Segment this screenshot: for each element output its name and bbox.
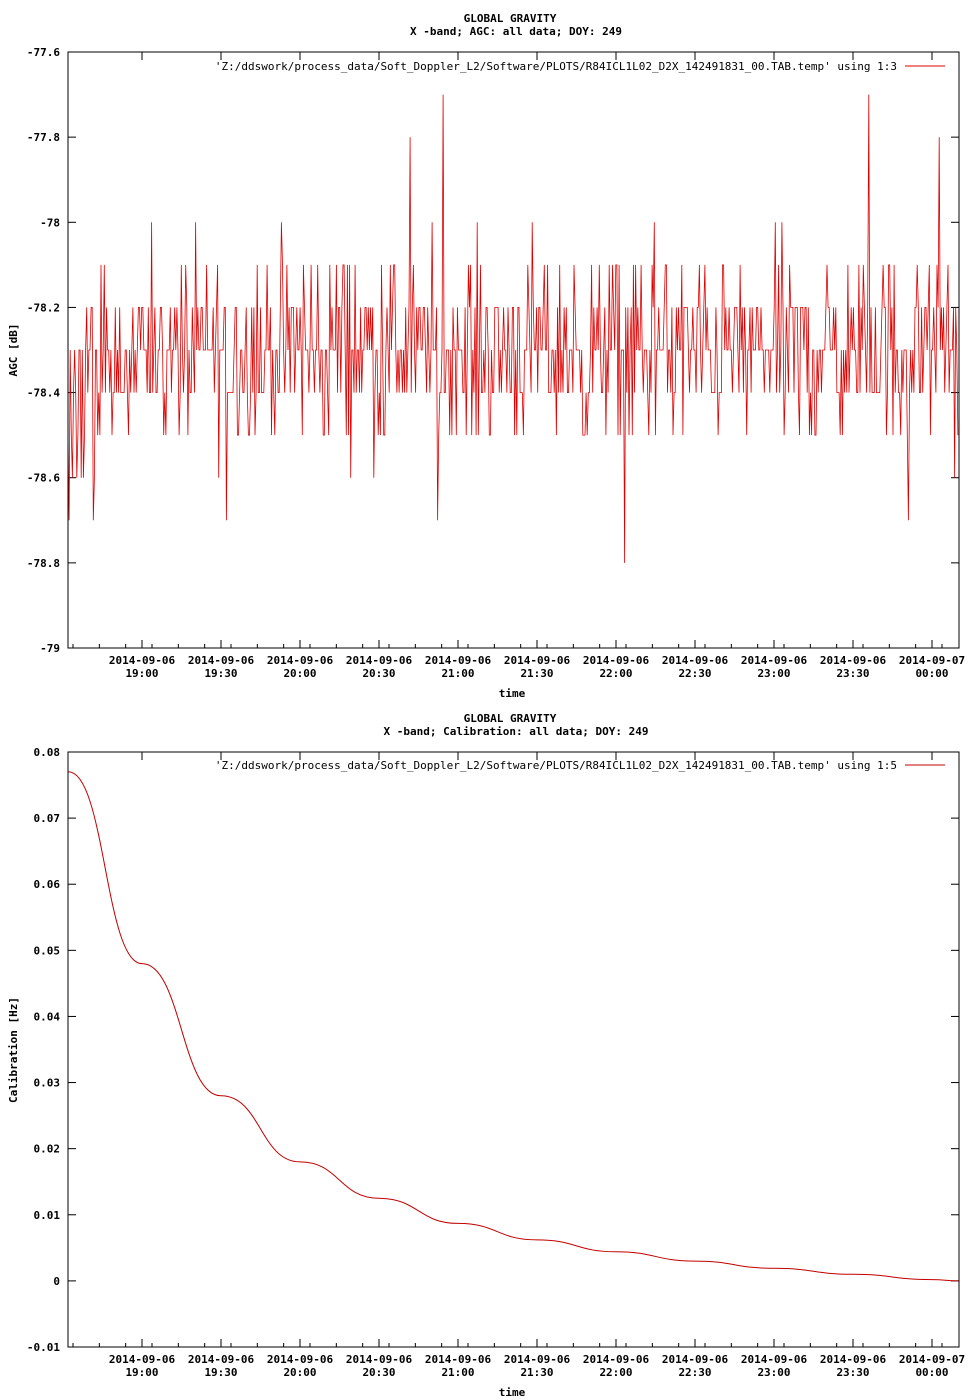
agc-x-tick-time: 23:30	[836, 667, 869, 680]
calibration-y-tick-label: 0.02	[34, 1143, 61, 1156]
calibration-x-tick-time: 23:00	[757, 1366, 790, 1379]
agc-y-axis-label: AGC [dB]	[7, 324, 20, 377]
calibration-x-tick-date: 2014-09-06	[504, 1353, 571, 1366]
calibration-x-tick-date: 2014-09-06	[346, 1353, 413, 1366]
calibration-chart-title: GLOBAL GRAVITY	[464, 712, 557, 725]
agc-x-tick-date: 2014-09-06	[346, 654, 413, 667]
agc-x-tick-time: 00:00	[915, 667, 948, 680]
agc-series-line	[67, 94, 959, 563]
agc-x-tick-date: 2014-09-06	[820, 654, 887, 667]
calibration-chart: GLOBAL GRAVITY X -band; Calibration: all…	[7, 712, 965, 1399]
agc-y-tick-label: -77.6	[27, 46, 60, 59]
calibration-x-tick-date: 2014-09-06	[425, 1353, 492, 1366]
calibration-x-tick-date: 2014-09-06	[188, 1353, 255, 1366]
calibration-x-tick-date: 2014-09-06	[109, 1353, 176, 1366]
calibration-plot-frame	[67, 751, 960, 1348]
agc-x-tick-date: 2014-09-06	[741, 654, 808, 667]
calibration-x-tick-time: 20:00	[283, 1366, 316, 1379]
calibration-y-tick-label: 0.08	[34, 746, 61, 759]
agc-y-tick-label: -78.6	[27, 472, 60, 485]
agc-x-tick-time: 22:00	[599, 667, 632, 680]
agc-chart-title: GLOBAL GRAVITY	[464, 12, 557, 25]
calibration-y-tick-label: -0.01	[27, 1341, 60, 1354]
agc-x-tick-time: 23:00	[757, 667, 790, 680]
agc-legend-label: 'Z:/ddswork/process_data/Soft_Doppler_L2…	[215, 60, 897, 73]
calibration-x-tick-time: 21:30	[520, 1366, 553, 1379]
agc-x-tick-date: 2014-09-06	[267, 654, 334, 667]
agc-x-tick-time: 19:00	[125, 667, 158, 680]
agc-y-tick-label: -78.4	[27, 387, 60, 400]
calibration-y-tick-label: 0.06	[34, 878, 61, 891]
agc-chart: GLOBAL GRAVITY X -band; AGC: all data; D…	[7, 12, 965, 700]
calibration-series-line	[68, 771, 960, 1282]
agc-x-tick-time: 20:00	[283, 667, 316, 680]
calibration-x-tick-date: 2014-09-06	[741, 1353, 808, 1366]
agc-x-tick-date: 2014-09-06	[109, 654, 176, 667]
agc-x-tick-date: 2014-09-06	[583, 654, 650, 667]
calibration-chart-subtitle: X -band; Calibration: all data; DOY: 249	[384, 725, 649, 738]
calibration-y-axis-label: Calibration [Hz]	[7, 997, 20, 1103]
agc-y-tick-label: -78.8	[27, 557, 60, 570]
agc-y-tick-label: -77.8	[27, 131, 60, 144]
calibration-x-tick-time: 20:30	[362, 1366, 395, 1379]
agc-x-tick-time: 21:00	[441, 667, 474, 680]
calibration-x-tick-time: 21:00	[441, 1366, 474, 1379]
calibration-x-tick-date: 2014-09-06	[662, 1353, 729, 1366]
agc-x-tick-time: 20:30	[362, 667, 395, 680]
calibration-y-tick-label: 0.04	[34, 1010, 61, 1023]
agc-x-tick-time: 21:30	[520, 667, 553, 680]
calibration-x-tick-time: 22:30	[678, 1366, 711, 1379]
calibration-x-tick-time: 22:00	[599, 1366, 632, 1379]
calibration-x-tick-time: 19:30	[204, 1366, 237, 1379]
calibration-x-tick-date: 2014-09-06	[820, 1353, 887, 1366]
agc-y-tick-label: -79	[40, 642, 60, 655]
calibration-x-tick-date: 2014-09-06	[267, 1353, 334, 1366]
calibration-y-tick-label: 0.05	[34, 944, 61, 957]
calibration-x-tick-time: 23:30	[836, 1366, 869, 1379]
agc-x-tick-time: 19:30	[204, 667, 237, 680]
agc-chart-subtitle: X -band; AGC: all data; DOY: 249	[410, 25, 622, 38]
agc-plot-frame	[67, 51, 960, 649]
calibration-x-tick-time: 19:00	[125, 1366, 158, 1379]
agc-x-tick-date: 2014-09-06	[504, 654, 571, 667]
calibration-y-tick-label: 0.07	[34, 812, 61, 825]
calibration-x-axis-label: time	[499, 1386, 526, 1399]
agc-x-tick-date: 2014-09-06	[425, 654, 492, 667]
calibration-x-tick-time: 00:00	[915, 1366, 948, 1379]
agc-x-tick-date: 2014-09-06	[662, 654, 729, 667]
calibration-y-tick-label: 0.01	[34, 1209, 61, 1222]
calibration-legend-label: 'Z:/ddswork/process_data/Soft_Doppler_L2…	[215, 759, 897, 772]
agc-x-tick-time: 22:30	[678, 667, 711, 680]
calibration-x-tick-date: 2014-09-07	[899, 1353, 965, 1366]
calibration-y-tick-label: 0	[53, 1275, 60, 1288]
agc-y-tick-label: -78	[40, 216, 60, 229]
agc-x-tick-date: 2014-09-07	[899, 654, 965, 667]
agc-x-axis-label: time	[499, 687, 526, 700]
agc-y-tick-label: -78.2	[27, 301, 60, 314]
agc-x-tick-date: 2014-09-06	[188, 654, 255, 667]
calibration-y-tick-label: 0.03	[34, 1077, 61, 1090]
calibration-x-tick-date: 2014-09-06	[583, 1353, 650, 1366]
